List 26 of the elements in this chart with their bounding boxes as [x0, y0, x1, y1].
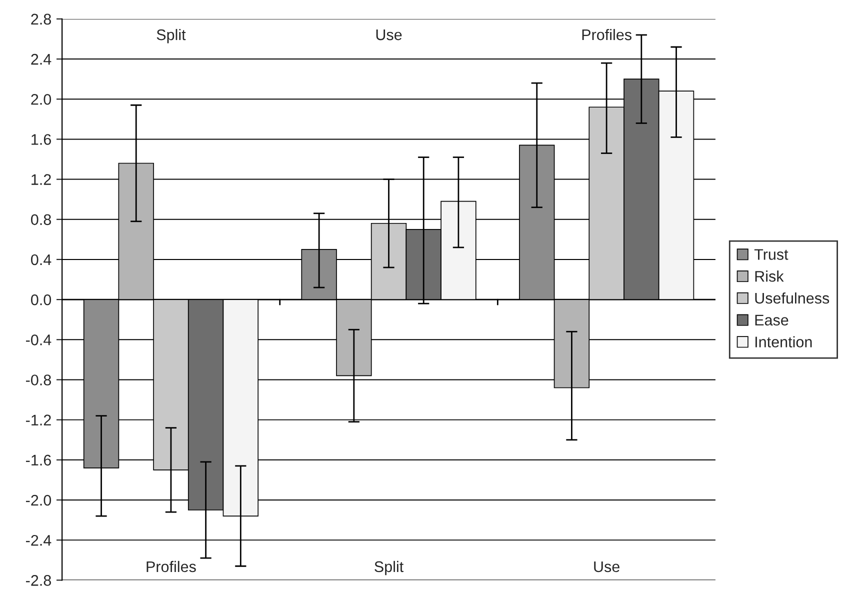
y-tick-label: 2.8: [31, 14, 51, 25]
y-tick-label: -0.8: [26, 374, 51, 386]
annotation: Profiles: [146, 560, 196, 572]
legend-label: Usefulness: [755, 292, 830, 304]
y-tick-label: -1.2: [26, 414, 51, 426]
y-tick-label: -1.6: [26, 454, 51, 466]
y-tick-label: -2.4: [26, 534, 52, 546]
annotation: Split: [374, 560, 404, 576]
y-tick-label: 0.4: [31, 254, 52, 266]
y-tick-label: 0.8: [31, 214, 51, 226]
y-tick-label: 1.2: [32, 174, 51, 185]
y-tick-label: 2.0: [31, 94, 52, 105]
y-tick-label: 1.6: [32, 134, 51, 145]
annotation: Split: [156, 28, 186, 44]
annotation: Use: [376, 30, 402, 40]
y-tick-label: 2.4: [31, 54, 52, 65]
y-tick-label: 0.0: [31, 294, 52, 306]
annotation: Use: [594, 561, 620, 572]
legend-label: Trust: [754, 249, 788, 260]
annotation: Profiles: [582, 28, 632, 40]
y-tick-label: -2.8: [26, 575, 51, 586]
y-tick-label: -0.4: [26, 334, 52, 346]
y-tick-label: -2.0: [26, 494, 52, 506]
legend-label: Risk: [755, 270, 784, 282]
legend-label: Ease: [755, 314, 788, 326]
legend-label: Intention: [755, 336, 812, 348]
